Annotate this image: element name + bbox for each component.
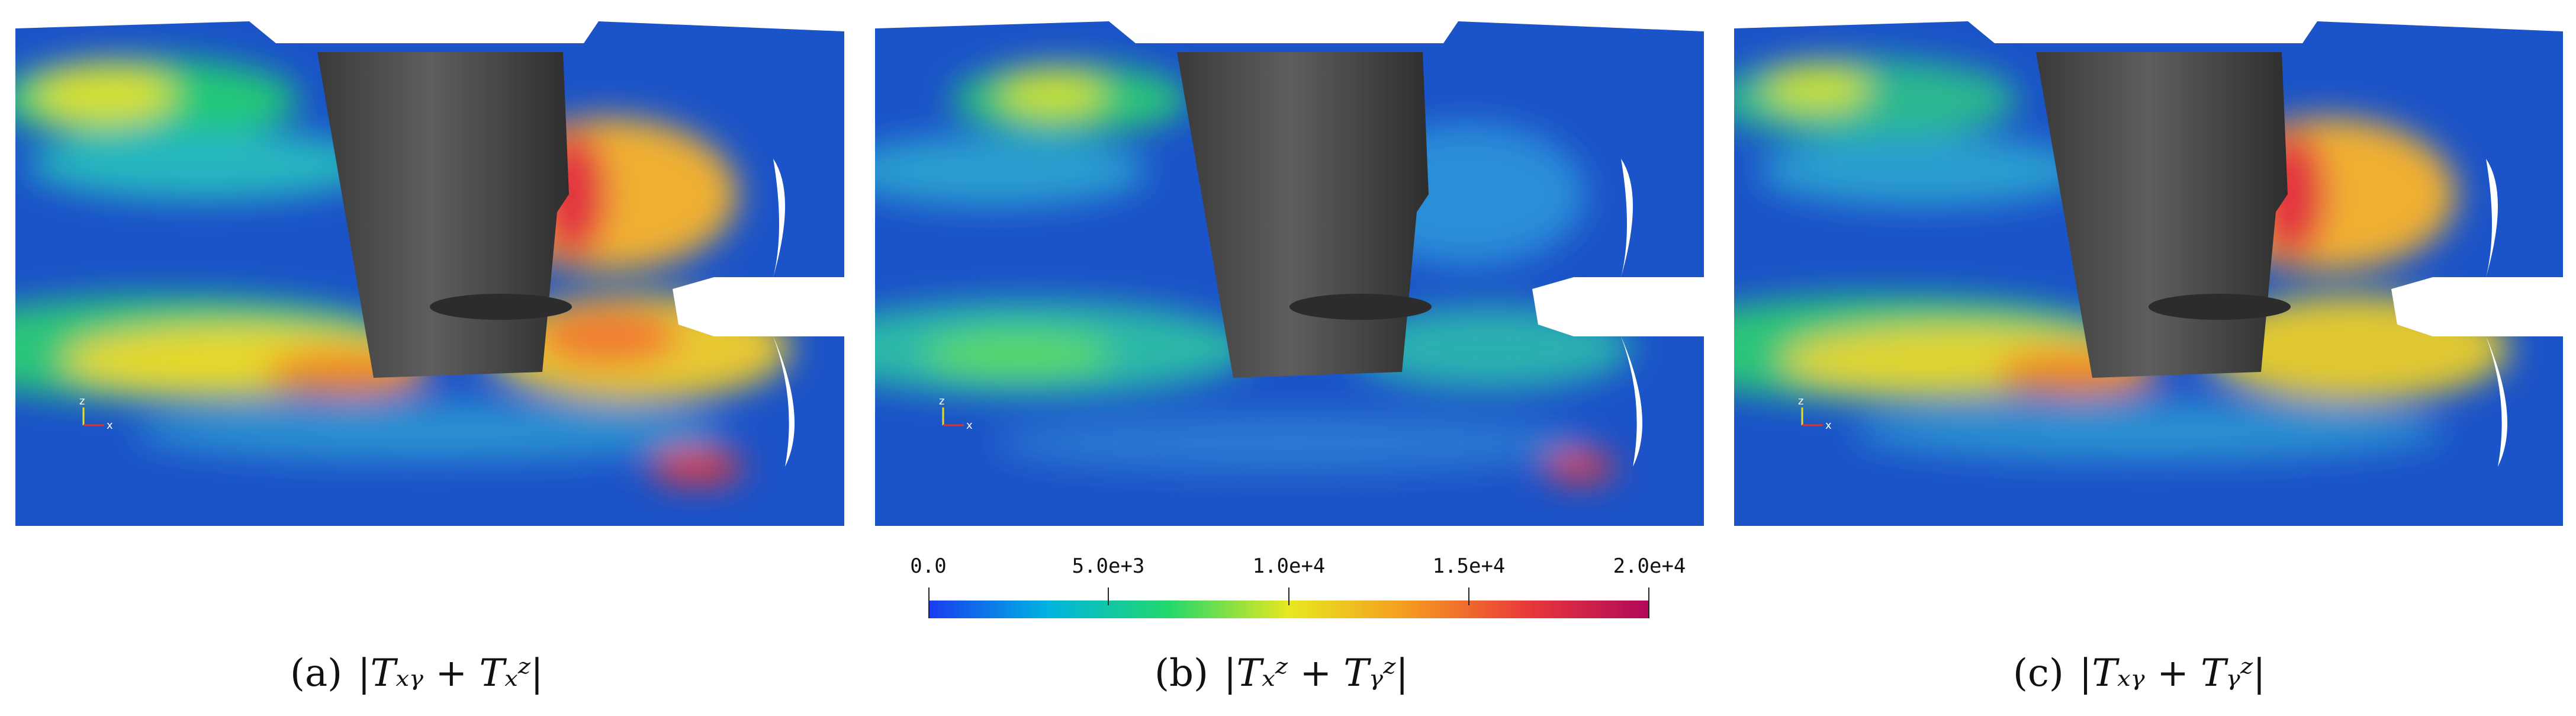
caption-tag: (c) [2013, 651, 2064, 695]
colorbar [928, 587, 1649, 618]
axis-label-x: x [1825, 419, 1832, 432]
panel-b-image: z x [875, 17, 1704, 527]
axis-triad: z x [79, 395, 113, 432]
caption-tag: (a) [290, 651, 343, 695]
axis-label-z: z [1798, 395, 1803, 407]
axis-triad: z x [1798, 395, 1832, 432]
colorbar-tick-label: 0.0 [910, 554, 947, 578]
caption-formula: |Tₓᵧ + Tₓᶻ| [358, 651, 543, 695]
colorbar-tick-label: 2.0e+4 [1613, 554, 1686, 578]
colorbar-tick-label: 1.5e+4 [1432, 554, 1506, 578]
colorbar-tick-label: 1.0e+4 [1252, 554, 1326, 578]
caption-formula: |Tₓᵧ + Tᵧᶻ| [2079, 651, 2266, 695]
caption-tag: (b) [1154, 651, 1208, 695]
caption-formula: |Tₓᶻ + Tᵧᶻ| [1223, 651, 1408, 695]
caption-c: (c) |Tₓᵧ + Tᵧᶻ| [2013, 651, 2266, 695]
axis-label-x: x [966, 419, 973, 432]
axis-label-z: z [939, 395, 944, 407]
caption-a: (a) |Tₓᵧ + Tₓᶻ| [290, 651, 543, 695]
caption-b: (b) |Tₓᶻ + Tᵧᶻ| [1154, 651, 1408, 695]
axis-label-x: x [107, 419, 113, 432]
colorbar-tick-label: 5.0e+3 [1072, 554, 1145, 578]
axis-triad: z x [939, 395, 973, 432]
axis-label-z: z [79, 395, 85, 407]
panel-a-image: z x [15, 17, 844, 527]
panel-c-image: z x [1734, 17, 2563, 527]
